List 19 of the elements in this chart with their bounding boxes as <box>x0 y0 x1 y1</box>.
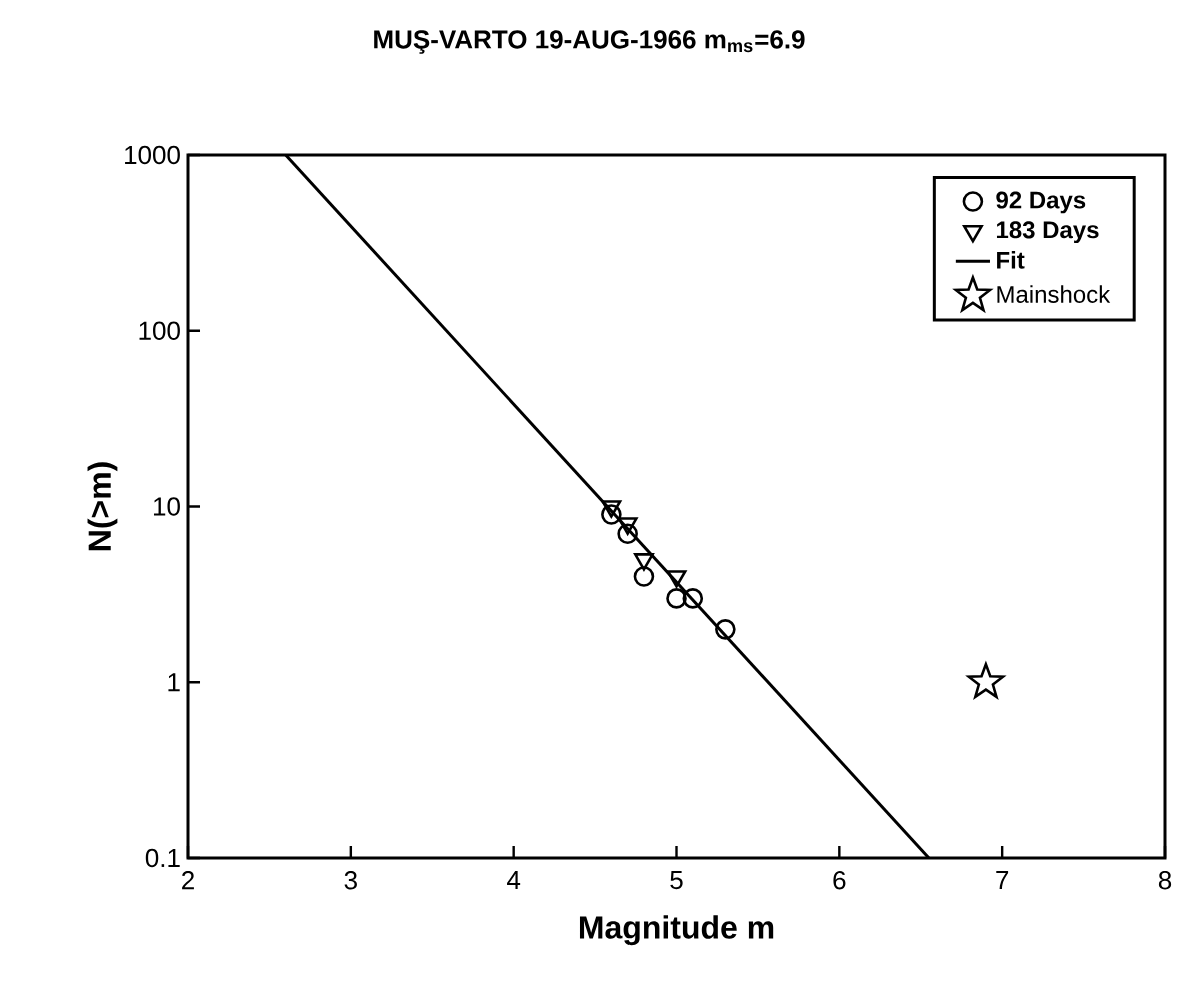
x-tick-label: 3 <box>344 871 357 890</box>
x-tick-label: 6 <box>833 871 846 890</box>
y-tick-label: 0.1 <box>145 848 180 868</box>
legend-label: Mainshock <box>997 285 1111 303</box>
legend-label: 183 Days <box>996 221 1099 244</box>
y-tick-label: 1000 <box>125 145 180 165</box>
x-tick-label: 7 <box>996 871 1009 889</box>
y-axis-title: N(>m) <box>87 462 118 551</box>
y-tick-label: 10 <box>154 497 180 516</box>
legend-label: Fit <box>997 251 1025 269</box>
x-tick-label: 5 <box>670 871 683 890</box>
y-tick-label: 100 <box>139 321 180 340</box>
legend-label: 92 Days <box>996 191 1086 214</box>
chart-title: MUŞ-VARTO 19-AUG-1966 m$_{ms}$=6.9 <box>374 30 805 54</box>
x-tick-label: 2 <box>182 871 194 890</box>
x-tick-label: 8 <box>1158 871 1172 890</box>
x-axis-title: Magnitude m <box>579 915 774 946</box>
x-tick-label: 4 <box>507 871 521 889</box>
y-tick-label: 1 <box>168 673 180 692</box>
